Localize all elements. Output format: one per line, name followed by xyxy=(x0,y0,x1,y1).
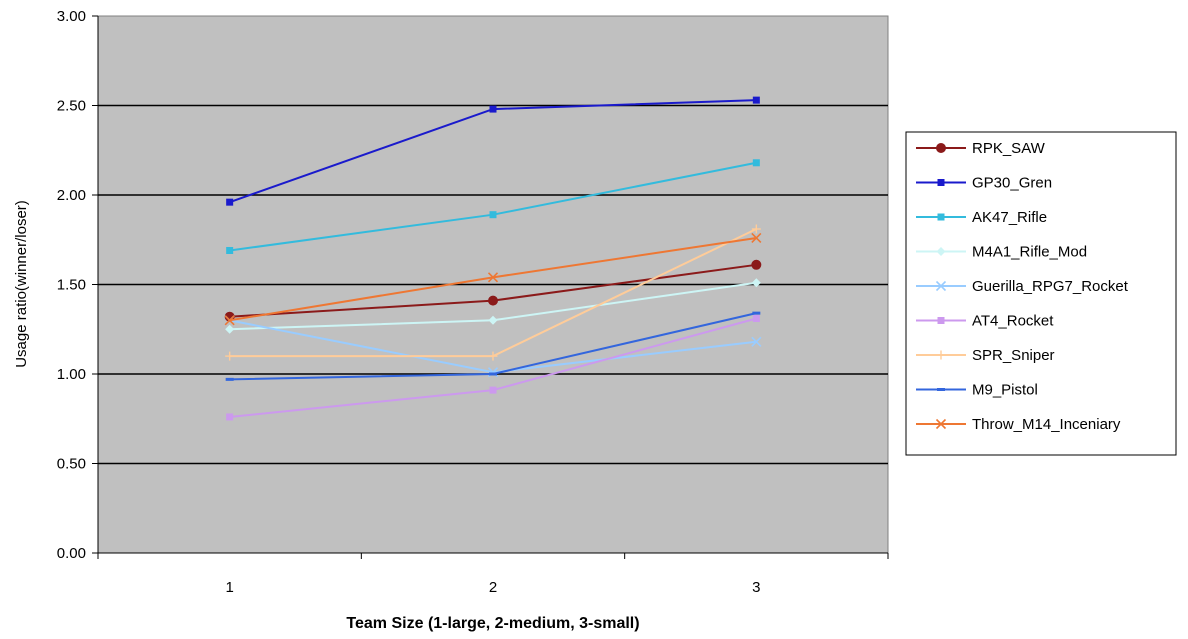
legend-label: M9_Pistol xyxy=(972,382,1038,399)
data-point xyxy=(487,272,499,283)
data-point xyxy=(488,315,498,325)
legend-item: RPK_SAW xyxy=(916,140,1046,157)
legend-swatch-marker xyxy=(937,179,945,186)
data-point xyxy=(226,413,234,421)
x-tick-label: 3 xyxy=(752,579,760,596)
y-tick-label: 2.50 xyxy=(57,98,86,115)
legend-swatch-marker xyxy=(937,317,945,324)
legend-item: M4A1_Rifle_Mod xyxy=(916,244,1087,261)
y-tick-label: 2.00 xyxy=(57,187,86,204)
data-point xyxy=(752,96,760,104)
data-point xyxy=(489,105,497,113)
series-m9-pistol xyxy=(225,311,761,381)
series-spr-sniper xyxy=(225,224,761,361)
data-point-stroke xyxy=(487,272,499,283)
data-point xyxy=(225,324,235,334)
legend-items: RPK_SAW GP30_Gren AK47_Rifle M4A1_Rifle_Mod… xyxy=(916,140,1129,433)
data-point xyxy=(752,315,760,323)
series-gp30-gren xyxy=(226,96,760,206)
legend-item: GP30_Gren xyxy=(916,175,1052,192)
series-throw-m14-inceniary xyxy=(224,232,762,326)
data-point xyxy=(226,198,234,206)
data-point xyxy=(226,246,234,254)
series-lines xyxy=(224,96,762,421)
legend-swatch-marker-stroke xyxy=(935,280,947,292)
y-tick-label: 3.00 xyxy=(57,8,86,25)
x-tick-label: 2 xyxy=(489,579,497,596)
legend-swatch-marker xyxy=(936,350,946,360)
data-point xyxy=(488,351,498,361)
data-point xyxy=(752,311,761,315)
legend-label: AK47_Rifle xyxy=(972,209,1047,226)
legend: RPK_SAW GP30_Gren AK47_Rifle M4A1_Rifle_Mod… xyxy=(905,131,1177,456)
data-point xyxy=(489,372,497,376)
series-at4-rocket xyxy=(226,315,760,421)
data-point xyxy=(488,295,498,306)
data-point xyxy=(751,278,761,288)
axes: 0.00 0.50 1.00 1.50 2.00 2.50 3.00 1 2 3 xyxy=(57,8,889,596)
legend-swatch-marker xyxy=(937,388,945,391)
legend-swatch-marker-stroke xyxy=(935,418,947,430)
data-point xyxy=(225,351,235,361)
legend-label: AT4_Rocket xyxy=(972,313,1054,330)
data-point xyxy=(751,224,761,234)
legend-item: SPR_Sniper xyxy=(916,347,1055,364)
data-point xyxy=(489,211,497,219)
legend-swatch-marker xyxy=(936,143,946,153)
series-ak47-rifle xyxy=(226,159,760,254)
legend-label: SPR_Sniper xyxy=(972,347,1055,364)
legend-item: M9_Pistol xyxy=(916,382,1038,399)
data-point-stroke xyxy=(224,315,235,326)
y-tick-label: 1.50 xyxy=(57,277,86,294)
legend-swatch-marker xyxy=(937,213,945,221)
series-m4a1-rifle-mod xyxy=(225,278,761,334)
legend-label: M4A1_Rifle_Mod xyxy=(972,244,1087,261)
legend-label: GP30_Gren xyxy=(972,175,1052,192)
y-axis-title: Usage ratio(winner/loser) xyxy=(13,200,30,368)
legend-item: AK47_Rifle xyxy=(916,209,1047,226)
legend-label: RPK_SAW xyxy=(972,140,1046,157)
data-point-stroke xyxy=(751,232,762,244)
data-point xyxy=(224,315,235,326)
y-tick-label: 1.00 xyxy=(57,366,86,383)
data-point-stroke xyxy=(751,336,762,347)
data-point xyxy=(225,377,234,381)
x-tick-label: 1 xyxy=(225,579,233,596)
legend-label: Throw_M14_Inceniary xyxy=(972,416,1121,433)
x-axis-title: Team Size (1-large, 2-medium, 3-small) xyxy=(346,615,639,632)
data-point xyxy=(751,336,762,347)
data-point xyxy=(751,232,762,244)
legend-box xyxy=(905,131,1177,456)
legend-item: Guerilla_RPG7_Rocket xyxy=(916,278,1129,295)
data-point xyxy=(489,386,497,394)
legend-item: AT4_Rocket xyxy=(916,313,1054,330)
legend-label: Guerilla_RPG7_Rocket xyxy=(972,278,1129,295)
legend-swatch-marker xyxy=(936,247,946,256)
data-point xyxy=(752,159,760,167)
data-point xyxy=(751,259,762,270)
y-tick-label: 0.50 xyxy=(57,456,86,473)
legend-item: Throw_M14_Inceniary xyxy=(916,416,1121,433)
y-tick-label: 0.00 xyxy=(57,545,86,562)
legend-swatch-marker xyxy=(935,418,947,430)
legend-swatch-marker xyxy=(935,280,947,292)
